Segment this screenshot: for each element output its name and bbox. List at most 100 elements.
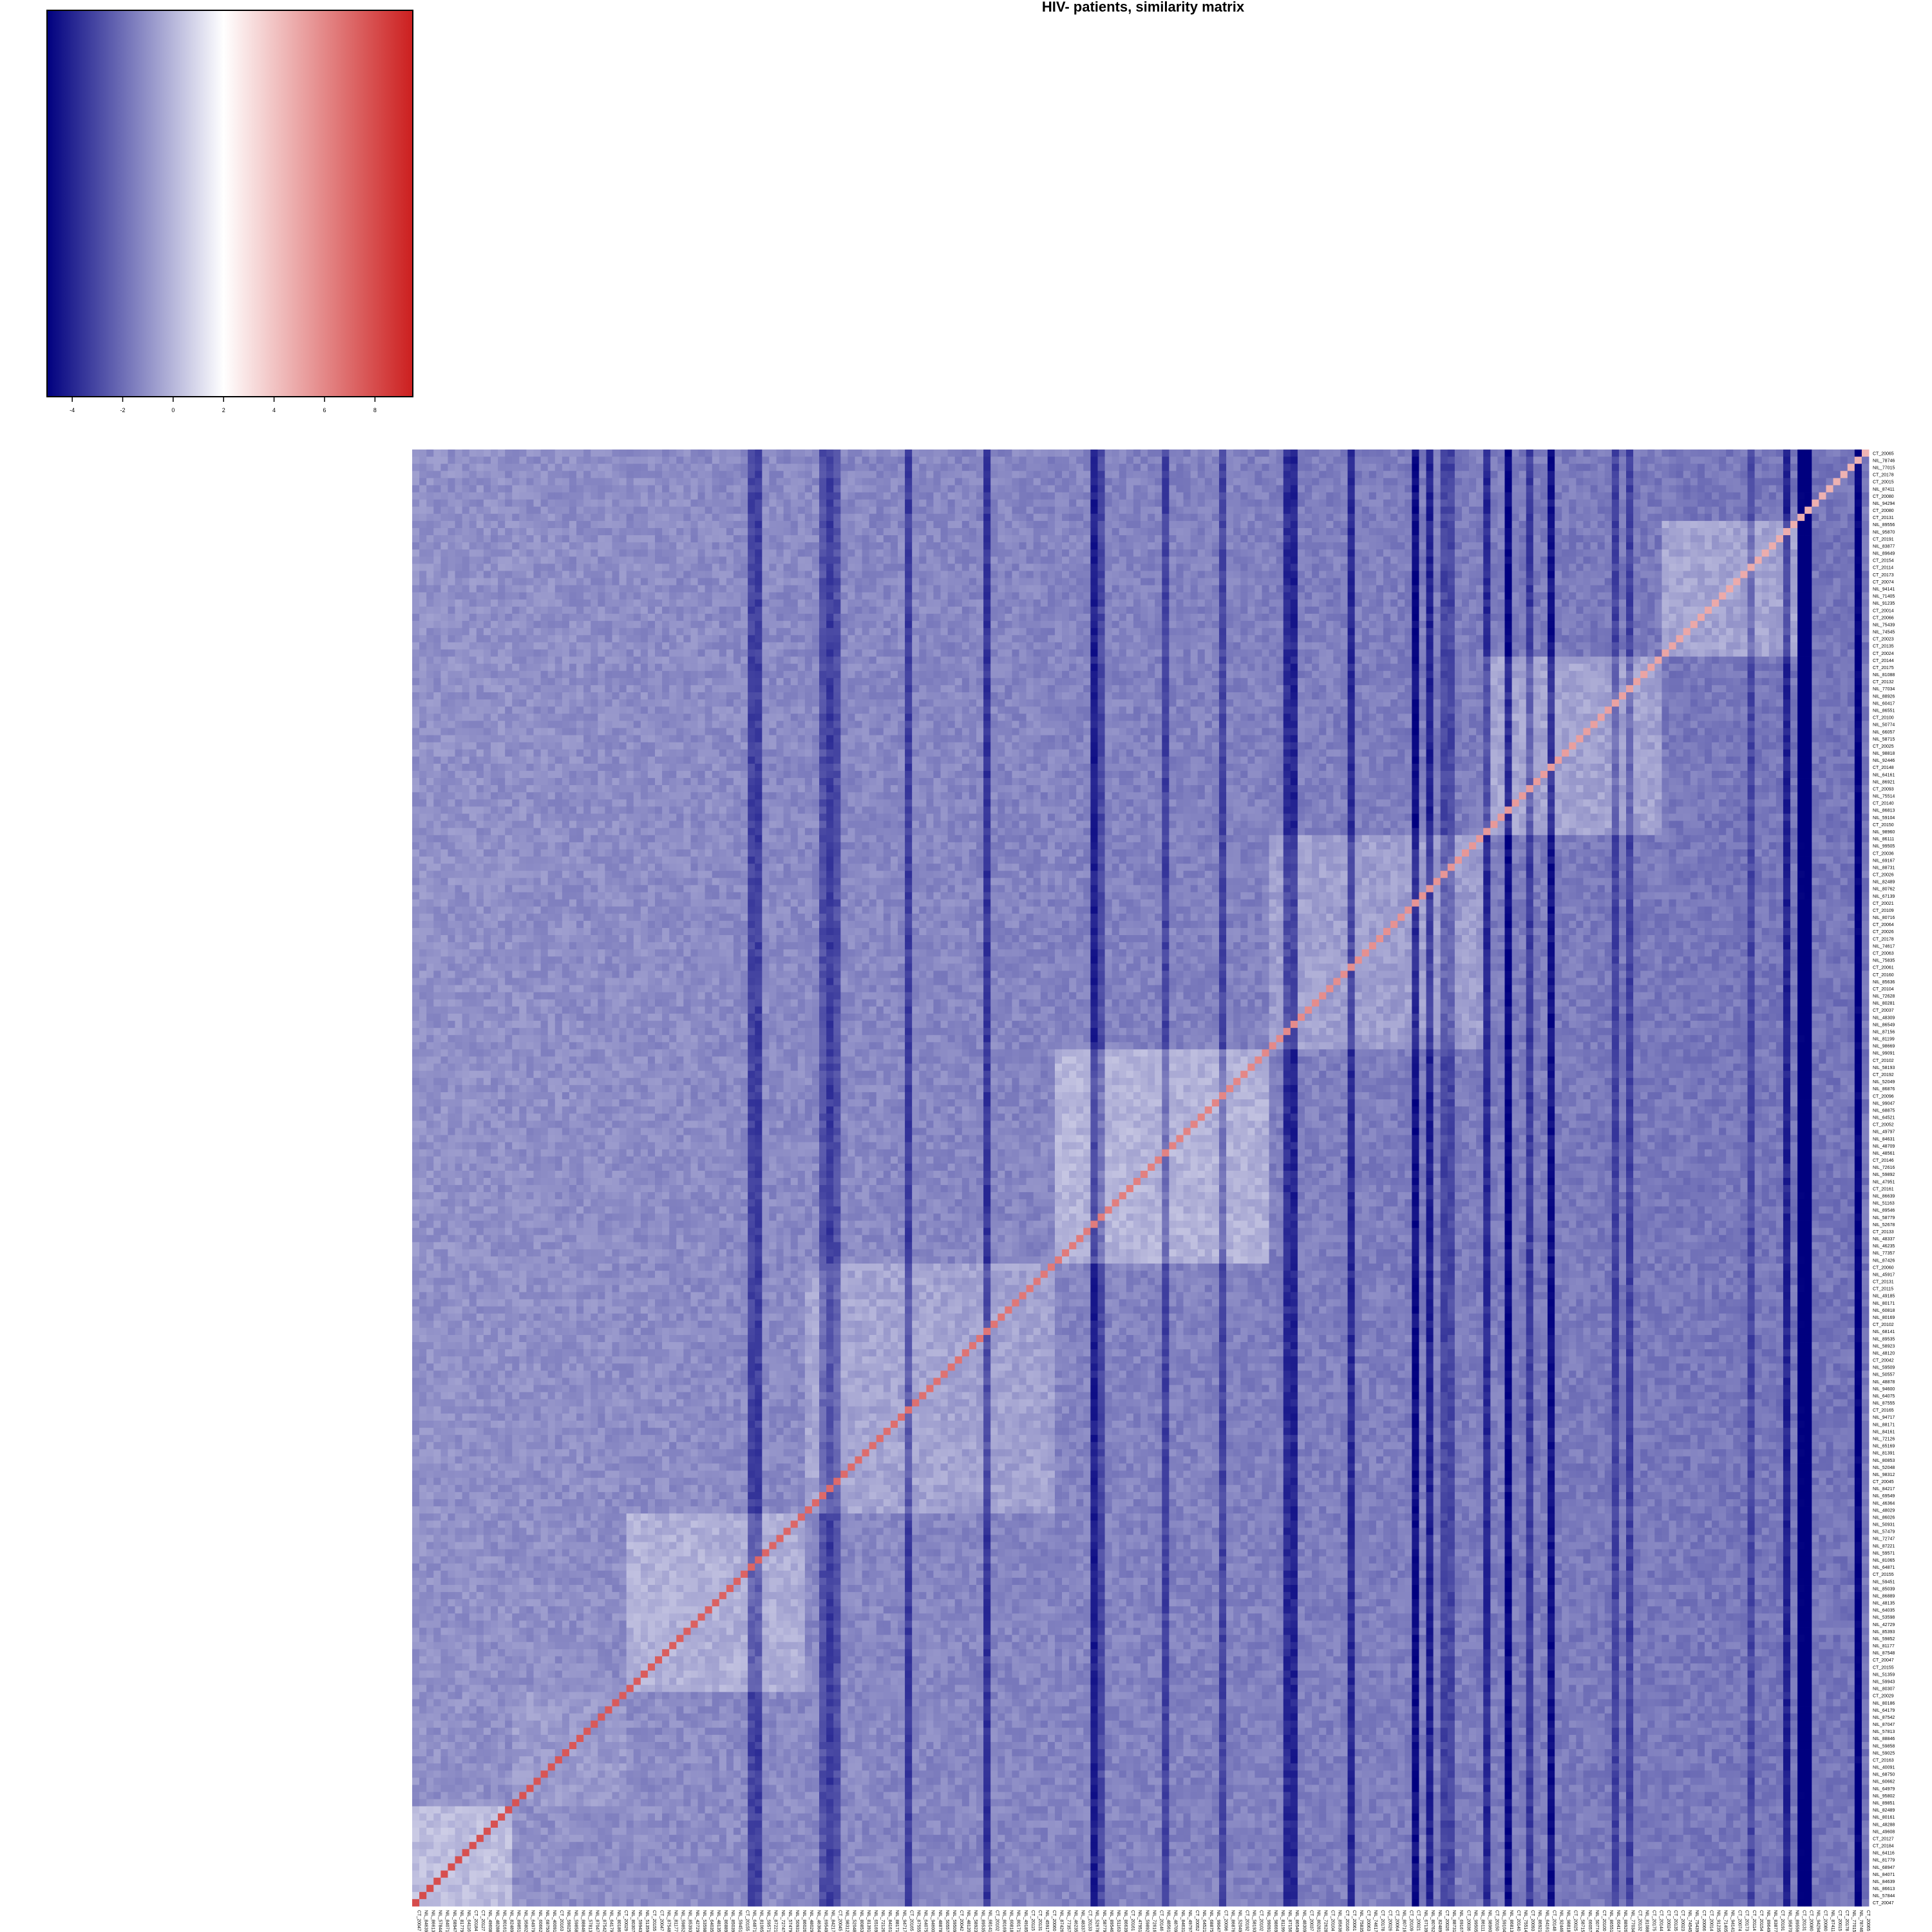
heatmap-cell: [1362, 464, 1369, 471]
heatmap-cell: [1383, 471, 1390, 478]
heatmap-cell: [583, 478, 591, 485]
heatmap-cell: [498, 450, 505, 457]
heatmap-cell: [1198, 450, 1205, 457]
heatmap-cell: [905, 457, 912, 464]
heatmap-cell: [1119, 457, 1126, 464]
heatmap-cell: [1848, 450, 1855, 457]
heatmap-cell: [762, 478, 769, 485]
heatmap-cell: [455, 457, 462, 464]
heatmap-cell: [1512, 478, 1519, 485]
heatmap-cell: [826, 485, 833, 492]
heatmap-cell: [1505, 478, 1512, 485]
heatmap-cell: [698, 478, 705, 485]
heatmap-cell: [798, 478, 805, 485]
heatmap-cell: [1640, 450, 1647, 457]
heatmap-cell: [869, 457, 876, 464]
heatmap-cell: [1141, 457, 1148, 464]
heatmap-cell: [1305, 450, 1312, 457]
heatmap-cell: [605, 471, 612, 478]
heatmap-cell: [491, 471, 498, 478]
heatmap-cell: [1283, 471, 1291, 478]
heatmap-cell: [1583, 471, 1590, 478]
heatmap-cell: [676, 450, 683, 457]
heatmap-cell: [1162, 457, 1169, 464]
heatmap-cell: [598, 464, 605, 471]
heatmap-cell: [905, 471, 912, 478]
heatmap-cell: [484, 450, 491, 457]
heatmap-cell: [1340, 478, 1347, 485]
heatmap-cell: [1790, 478, 1797, 485]
heatmap-cell: [1633, 464, 1640, 471]
heatmap-cell: [562, 471, 569, 478]
heatmap-cell: [1048, 457, 1055, 464]
heatmap-cell: [1476, 450, 1483, 457]
heatmap-cell: [419, 464, 426, 471]
heatmap-cell: [1755, 450, 1762, 457]
heatmap-cell: [905, 485, 912, 492]
heatmap-cell: [526, 471, 533, 478]
heatmap-cell: [990, 450, 998, 457]
heatmap-cell: [583, 464, 591, 471]
heatmap-cell: [419, 471, 426, 478]
heatmap-cell: [1097, 471, 1104, 478]
heatmap-cell: [1312, 464, 1319, 471]
heatmap-cell: [805, 485, 812, 492]
heatmap-cell: [1012, 457, 1019, 464]
heatmap-cell: [1112, 457, 1119, 464]
heatmap-cell: [669, 457, 676, 464]
heatmap-cell: [819, 471, 826, 478]
heatmap-cell: [1034, 450, 1041, 457]
heatmap-cell: [662, 471, 669, 478]
heatmap-cell: [555, 457, 562, 464]
heatmap-cell: [969, 478, 976, 485]
heatmap-cell: [1027, 485, 1034, 492]
heatmap-cell: [440, 478, 448, 485]
heatmap-cell: [869, 478, 876, 485]
heatmap-cell: [1526, 457, 1533, 464]
heatmap-cell: [1705, 464, 1712, 471]
heatmap-cell: [1526, 478, 1533, 485]
heatmap-cell: [1690, 471, 1698, 478]
heatmap-cell: [1219, 450, 1226, 457]
heatmap-cell: [698, 457, 705, 464]
heatmap-cell: [1176, 457, 1183, 464]
heatmap-cell: [1326, 471, 1333, 478]
heatmap-cell: [805, 478, 812, 485]
heatmap-cell: [541, 485, 548, 492]
heatmap-cell: [1205, 450, 1212, 457]
heatmap-cell: [1426, 464, 1434, 471]
heatmap-cell: [1083, 478, 1090, 485]
heatmap-cell: [1340, 471, 1347, 478]
heatmap-cell: [1555, 464, 1562, 471]
heatmap-cell: [1755, 478, 1762, 485]
heatmap-cell: [1576, 471, 1583, 478]
heatmap-cell: [484, 464, 491, 471]
heatmap-cell: [1312, 457, 1319, 464]
heatmap-cell: [1240, 471, 1247, 478]
heatmap-cell: [755, 471, 762, 478]
heatmap-cell: [1333, 471, 1340, 478]
heatmap-cell: [1312, 478, 1319, 485]
heatmap-cell: [462, 464, 469, 471]
heatmap-cell: [641, 464, 648, 471]
heatmap-cell: [769, 450, 776, 457]
heatmap-cell: [926, 485, 933, 492]
heatmap-cells: [412, 450, 1869, 1906]
heatmap-cell: [455, 464, 462, 471]
heatmap-cell: [833, 478, 840, 485]
heatmap-cell: [505, 485, 512, 492]
heatmap-cell: [941, 485, 948, 492]
heatmap-cell: [512, 464, 519, 471]
heatmap-cell: [1319, 478, 1326, 485]
heatmap-cell: [976, 450, 983, 457]
heatmap-cell: [648, 478, 655, 485]
heatmap-cell: [1540, 457, 1548, 464]
heatmap-cell: [1212, 471, 1219, 478]
heatmap-cell: [1191, 464, 1198, 471]
heatmap-cell: [926, 471, 933, 478]
heatmap-cell: [1569, 450, 1576, 457]
heatmap-cell: [1862, 464, 1869, 471]
heatmap-cell: [705, 478, 712, 485]
heatmap-cell: [919, 457, 926, 464]
